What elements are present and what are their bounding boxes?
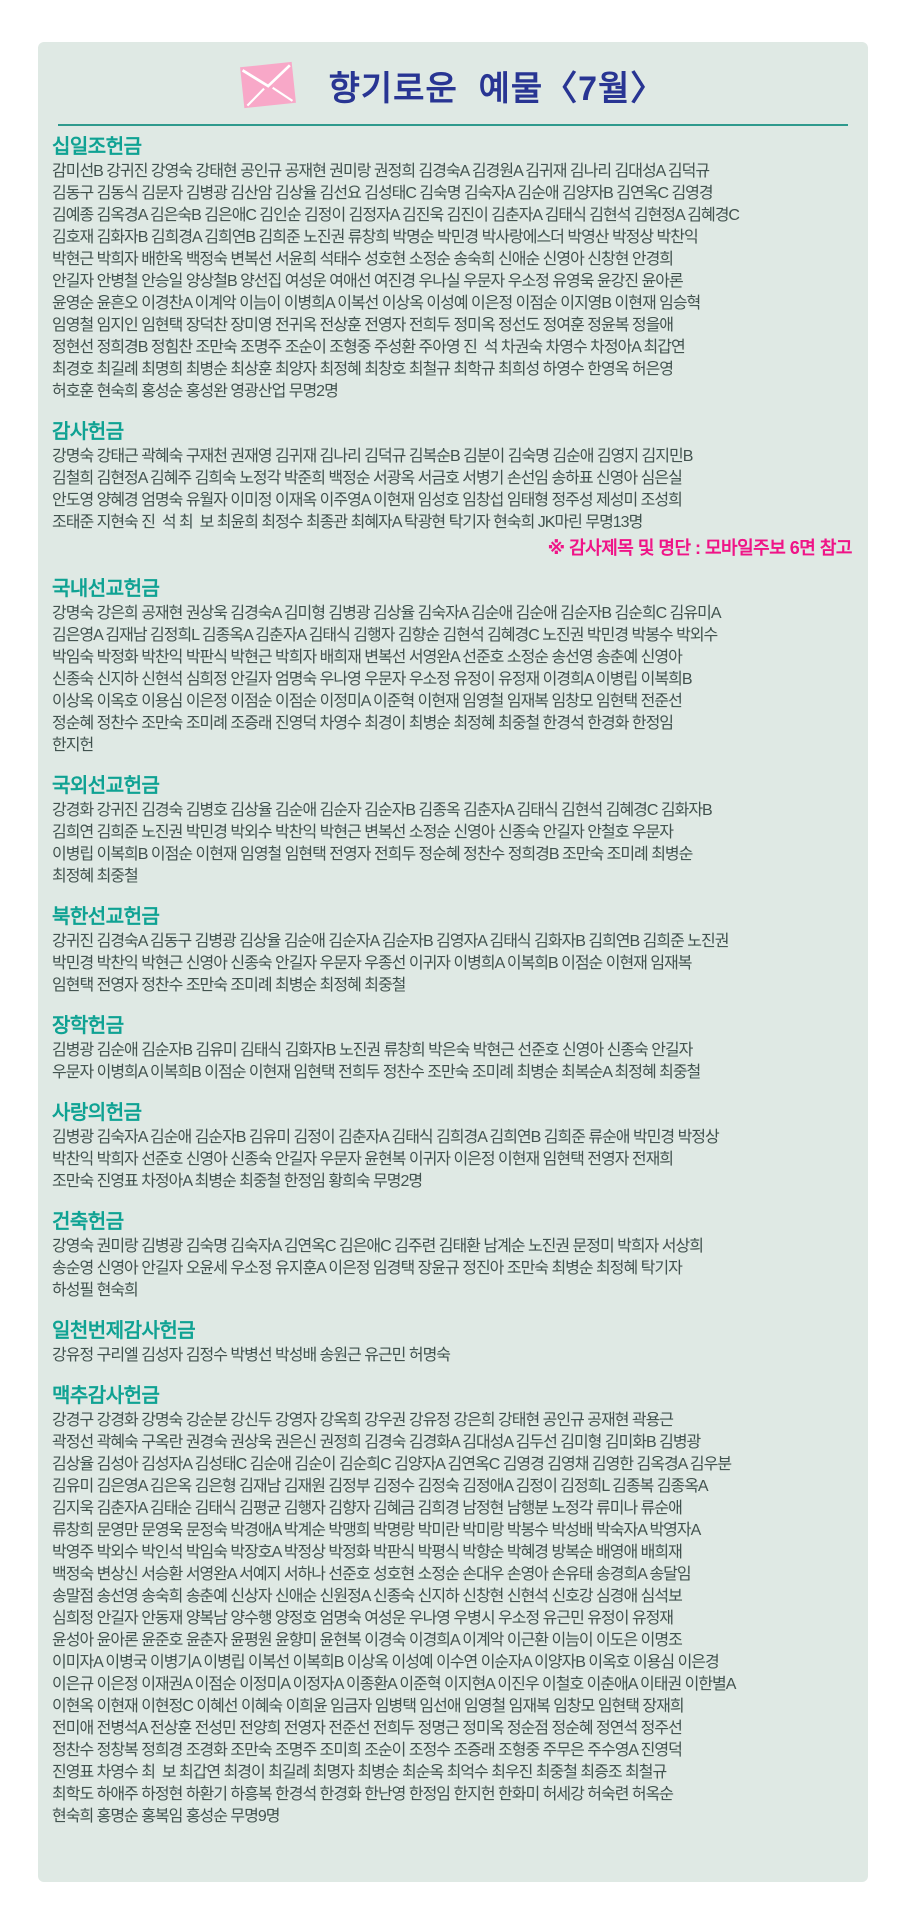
name-line: 우문자 이병희A 이복희B 이점순 이현재 임현택 전희두 정찬수 조만숙 조미… xyxy=(52,1064,701,1081)
name-line: 한지헌 xyxy=(52,737,94,754)
name-line: 송순영 신영아 안길자 오윤세 우소정 유지훈A 이은정 임경택 장윤규 정진아… xyxy=(52,1260,683,1277)
section-title: 일천번제감사헌금 xyxy=(52,1320,196,1342)
section-tithe: 십일조헌금 감미선B 강귀진 강영숙 강태현 공인규 공재현 권미랑 권정희 김… xyxy=(52,136,854,403)
name-line: 곽정선 곽혜숙 구옥란 권경숙 권상욱 권은신 권정희 김경숙 김경화A 김대성… xyxy=(52,1434,701,1451)
name-line: 강명숙 강은희 공재현 권상욱 김경숙A 김미형 김병광 김상율 김숙자A 김순… xyxy=(52,605,722,622)
name-line: 최정혜 최중철 xyxy=(52,868,139,885)
offering-list-panel: 향기로운 예물〈7월〉 십일조헌금 감미선B 강귀진 강영숙 강태현 공인규 공… xyxy=(38,42,868,1882)
name-line: 이미자A 이병국 이병기A 이병립 이복선 이복희B 이상옥 이성예 이수연 이… xyxy=(52,1654,720,1671)
name-line: 진영표 차영수 최 보 최갑연 최경이 최길례 최명자 최병순 최순옥 최억수 … xyxy=(52,1764,667,1781)
section-lines: 강명숙 강은희 공재현 권상욱 김경숙A 김미형 김병광 김상율 김숙자A 김순… xyxy=(52,603,854,757)
section-lines: 김병광 김숙자A 김순애 김순자B 김유미 김정이 김춘자A 김태식 김희경A … xyxy=(52,1127,854,1193)
name-line: 조태준 지현숙 진 석 최 보 최윤희 최정수 최종관 최혜자A 탁광현 탁기자… xyxy=(52,514,643,531)
section-lines: 강명숙 강태근 곽혜숙 구재천 권재영 김귀재 김나리 김덕규 김복순B 김분이… xyxy=(52,446,854,534)
name-line: 이병립 이복희B 이점순 이현재 임영철 임현택 전영자 전희두 정순혜 정찬수… xyxy=(52,846,693,863)
name-line: 강귀진 김경숙A 김동구 김병광 김상율 김순애 김순자A 김순자B 김영자A … xyxy=(52,933,729,950)
section-burnt-1000: 일천번제감사헌금 강유정 구리엘 김성자 김정수 박병선 박성배 송원근 유근민… xyxy=(52,1320,854,1367)
name-line: 이은규 이은정 이재권A 이점순 이정미A 이정자A 이종환A 이준혁 이지현A… xyxy=(52,1676,736,1693)
section-title: 국내선교헌금 xyxy=(52,578,160,600)
section-title: 사랑의헌금 xyxy=(52,1102,142,1124)
name-line: 류창희 문영만 문영욱 문정숙 박경애A 박계순 박맹희 박명랑 박미란 박미랑… xyxy=(52,1522,701,1539)
name-line: 감미선B 강귀진 강영숙 강태현 공인규 공재현 권미랑 권정희 김경숙A 김경… xyxy=(52,163,710,180)
name-line: 심희정 안길자 안동재 양복남 양수행 양정호 엄명숙 여성운 우나영 우병시 … xyxy=(52,1610,674,1627)
section-title: 십일조헌금 xyxy=(52,136,142,158)
name-line: 김병광 김숙자A 김순애 김순자B 김유미 김정이 김춘자A 김태식 김희경A … xyxy=(52,1129,720,1146)
name-line: 정찬수 정창복 정희경 조경화 조만숙 조명주 조미희 조순이 조정수 조증래 … xyxy=(52,1742,683,1759)
name-line: 하성필 현숙희 xyxy=(52,1282,139,1299)
title-divider xyxy=(58,124,848,126)
section-scholarship: 장학헌금 김병광 김순애 김순자B 김유미 김태식 김화자B 노진권 류창희 박… xyxy=(52,1015,854,1084)
name-line: 이상옥 이옥호 이용심 이은정 이점순 이점순 이정미A 이준혁 이현재 임영철… xyxy=(52,693,683,710)
name-line: 최학도 하애주 하정현 하환기 하흥복 한경석 한경화 한난영 한정임 한지헌 … xyxy=(52,1786,674,1803)
section-nk-mission: 북한선교헌금 강귀진 김경숙A 김동구 김병광 김상율 김순애 김순자A 김순자… xyxy=(52,906,854,997)
name-line: 신종숙 신지하 신현석 심희정 안길자 엄명숙 우나영 우문자 우소정 유정이 … xyxy=(52,671,693,688)
section-harvest: 맥추감사헌금 강경구 강경화 강명숙 강순분 강신두 강영자 강옥희 강우권 강… xyxy=(52,1385,854,1828)
mobile-bulletin-note: ※ 감사제목 및 명단 : 모바일주보 6면 참고 xyxy=(547,538,853,558)
name-line: 허호훈 현숙희 홍성순 홍성완 영광산업 무명2명 xyxy=(52,383,339,400)
name-line: 안길자 안병철 안승일 양상철B 양선집 여성운 여애선 여진경 우나실 우문자… xyxy=(52,273,684,290)
section-lines: 강귀진 김경숙A 김동구 김병광 김상율 김순애 김순자A 김순자B 김영자A … xyxy=(52,931,854,997)
name-line: 김유미 김은영A 김은옥 김은형 김재남 김재원 김정부 김정수 김정숙 김정애… xyxy=(52,1478,709,1495)
section-title: 장학헌금 xyxy=(52,1015,124,1037)
name-line: 김예종 김옥경A 김은숙B 김은애C 김인순 김정이 김정자A 김진욱 김진이 … xyxy=(52,207,740,224)
section-lines: 김병광 김순애 김순자B 김유미 김태식 김화자B 노진권 류창희 박은숙 박현… xyxy=(52,1040,854,1084)
section-lines: 강유정 구리엘 김성자 김정수 박병선 박성배 송원근 유근민 허명숙 xyxy=(52,1345,854,1367)
name-line: 박민경 박찬익 박현근 신영아 신종숙 안길자 우문자 우종선 이귀자 이병희A… xyxy=(52,955,693,972)
section-title: 맥추감사헌금 xyxy=(52,1385,160,1407)
section-lines: 강경구 강경화 강명숙 강순분 강신두 강영자 강옥희 강우권 강유정 강은희 … xyxy=(52,1410,854,1828)
section-title: 북한선교헌금 xyxy=(52,906,160,928)
name-line: 최경호 최길례 최명희 최병순 최상훈 최양자 최정혜 최창호 최철규 최학규 … xyxy=(52,361,674,378)
section-overseas-mission: 국외선교헌금 강경화 강귀진 김경숙 김병호 김상율 김순애 김순자 김순자B … xyxy=(52,775,854,888)
section-domestic-mission: 국내선교헌금 강명숙 강은희 공재현 권상욱 김경숙A 김미형 김병광 김상율 … xyxy=(52,578,854,757)
section-lines: 감미선B 강귀진 강영숙 강태현 공인규 공재현 권미랑 권정희 김경숙A 김경… xyxy=(52,161,854,403)
page-header: 향기로운 예물〈7월〉 xyxy=(52,54,854,116)
name-line: 박현근 박희자 배한옥 백정숙 변복선 서윤희 석태수 성호현 소정순 송숙희 … xyxy=(52,251,674,268)
name-line: 박영주 박외수 박인석 박임숙 박장호A 박정상 박정화 박판식 박평식 박향순… xyxy=(52,1544,683,1561)
name-line: 김병광 김순애 김순자B 김유미 김태식 김화자B 노진권 류창희 박은숙 박현… xyxy=(52,1042,693,1059)
name-line: 박임숙 박정화 박찬익 박판식 박현근 박희자 배희재 변복선 서영완A 선준호… xyxy=(52,649,683,666)
page-title: 향기로운 예물〈7월〉 xyxy=(328,69,666,108)
name-line: 김철희 김현정A 김혜주 김희숙 노정각 박준희 백정순 서광옥 서금호 서병기… xyxy=(52,470,683,487)
name-line: 김상율 김성아 김성자A 김성태C 김순애 김순이 김순희C 김양자A 김연옥C… xyxy=(52,1456,732,1473)
name-line: 김동구 김동식 김문자 김병광 김산암 김상율 김선요 김성태C 김숙명 김숙자… xyxy=(52,185,714,202)
name-line: 강경구 강경화 강명숙 강순분 강신두 강영자 강옥희 강우권 강유정 강은희 … xyxy=(52,1412,674,1429)
name-line: 이현옥 이현재 이현정C 이혜선 이혜숙 이희윤 임금자 임병택 임선애 임영철… xyxy=(52,1698,685,1715)
name-line: 임영철 임지인 임현택 장덕찬 장미영 전귀옥 전상훈 전영자 전희두 정미옥 … xyxy=(52,317,674,334)
name-line: 정순혜 정찬수 조만숙 조미례 조증래 진영덕 차영수 최경이 최병순 최정혜 … xyxy=(52,715,674,732)
section-love: 사랑의헌금 김병광 김숙자A 김순애 김순자B 김유미 김정이 김춘자A 김태식… xyxy=(52,1102,854,1193)
name-line: 안도영 양혜경 엄명숙 유월자 이미정 이재옥 이주영A 이현재 임성호 임창섭… xyxy=(52,492,683,509)
name-line: 윤성아 윤아론 윤준호 윤춘자 윤평원 윤향미 윤현복 이경숙 이경희A 이계악… xyxy=(52,1632,683,1649)
envelope-icon xyxy=(239,61,296,109)
name-line: 강유정 구리엘 김성자 김정수 박병선 박성배 송원근 유근민 허명숙 xyxy=(52,1347,451,1364)
name-line: 강영숙 권미랑 김병광 김숙명 김숙자A 김연옥C 김은애C 김주련 김태환 남… xyxy=(52,1238,704,1255)
section-title: 감사헌금 xyxy=(52,421,124,443)
name-line: 강명숙 강태근 곽혜숙 구재천 권재영 김귀재 김나리 김덕규 김복순B 김분이… xyxy=(52,448,693,465)
name-line: 김희연 김희준 노진권 박민경 박외수 박찬익 박현근 변복선 소정순 신영아 … xyxy=(52,824,674,841)
section-title: 국외선교헌금 xyxy=(52,775,160,797)
name-line: 송말점 송선영 송숙희 송춘예 신상자 신애순 신원정A 신종숙 신지하 신창현… xyxy=(52,1588,683,1605)
section-lines: 강영숙 권미랑 김병광 김숙명 김숙자A 김연옥C 김은애C 김주련 김태환 남… xyxy=(52,1236,854,1302)
name-line: 백정숙 변상신 서승환 서영완A 서예지 서하나 선준호 성호현 소정순 손대우… xyxy=(52,1566,692,1583)
name-line: 조만숙 진영표 차정아A 최병순 최중철 한정임 황희숙 무명2명 xyxy=(52,1173,423,1190)
section-building: 건축헌금 강영숙 권미랑 김병광 김숙명 김숙자A 김연옥C 김은애C 김주련 … xyxy=(52,1211,854,1302)
name-line: 임현택 전영자 정찬수 조만숙 조미례 최병순 최정혜 최중철 xyxy=(52,977,406,994)
name-line: 김호재 김화자B 김희경A 김희연B 김희준 노진권 류창희 박명순 박민경 박… xyxy=(52,229,699,246)
name-line: 김은영A 김재남 김정희L 김종옥A 김춘자A 김태식 김행자 김향순 김현석 … xyxy=(52,627,718,644)
name-line: 박찬익 박희자 선준호 신영아 신종숙 안길자 우문자 윤현복 이귀자 이은정 … xyxy=(52,1151,674,1168)
sections-container: 십일조헌금 감미선B 강귀진 강영숙 강태현 공인규 공재현 권미랑 권정희 김… xyxy=(52,136,854,1828)
name-line: 김지욱 김춘자A 김태순 김태식 김평균 김행자 김향자 김혜금 김희경 남정현… xyxy=(52,1500,683,1517)
name-line: 정현선 정희경B 정힘찬 조만숙 조명주 조순이 조형중 주성환 주아영 진 석… xyxy=(52,339,686,356)
name-line: 전미애 전병석A 전상훈 전성민 전양희 전영자 전준선 전희두 정명근 정미옥… xyxy=(52,1720,683,1737)
name-line: 강경화 강귀진 김경숙 김병호 김상율 김순애 김순자 김순자B 김종옥 김춘자… xyxy=(52,802,713,819)
name-line: 윤영순 윤흔오 이경찬A 이계악 이늠이 이병희A 이복선 이상옥 이성예 이은… xyxy=(52,295,701,312)
section-lines: 강경화 강귀진 김경숙 김병호 김상율 김순애 김순자 김순자B 김종옥 김춘자… xyxy=(52,800,854,888)
name-line: 현숙희 홍명순 홍복임 홍성순 무명9명 xyxy=(52,1808,280,1825)
section-title: 건축헌금 xyxy=(52,1211,124,1233)
section-thanksgiving: 감사헌금 강명숙 강태근 곽혜숙 구재천 권재영 김귀재 김나리 김덕규 김복순… xyxy=(52,421,854,560)
